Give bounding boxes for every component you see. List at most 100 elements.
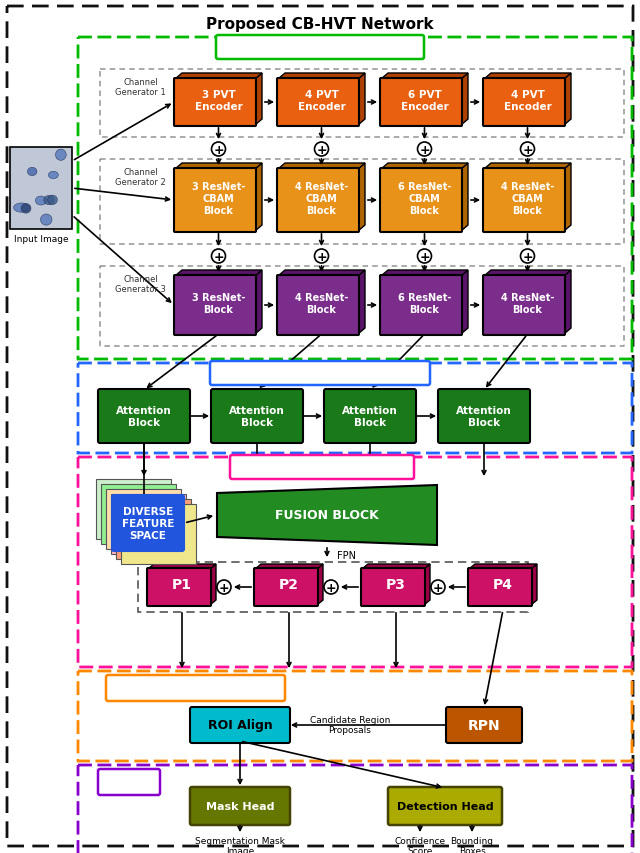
- Text: 4 ResNet-
CBAM
Block: 4 ResNet- CBAM Block: [295, 183, 348, 215]
- Circle shape: [217, 580, 231, 595]
- Text: 4 ResNet-
Block: 4 ResNet- Block: [295, 293, 348, 315]
- FancyBboxPatch shape: [446, 707, 522, 743]
- Text: 3 ResNet-
CBAM
Block: 3 ResNet- CBAM Block: [192, 183, 245, 215]
- Text: Channel Generation Module: Channel Generation Module: [234, 43, 406, 53]
- Polygon shape: [255, 164, 262, 232]
- Polygon shape: [564, 164, 571, 232]
- Text: 4 PVT
Encoder: 4 PVT Encoder: [298, 90, 346, 112]
- Polygon shape: [484, 74, 571, 80]
- Polygon shape: [461, 270, 468, 334]
- Circle shape: [417, 142, 431, 157]
- Polygon shape: [469, 565, 537, 569]
- FancyBboxPatch shape: [380, 276, 462, 335]
- FancyBboxPatch shape: [468, 568, 532, 606]
- Bar: [121, 504, 196, 565]
- Bar: [101, 485, 176, 544]
- Ellipse shape: [21, 205, 31, 214]
- FancyBboxPatch shape: [277, 276, 359, 335]
- FancyBboxPatch shape: [483, 79, 565, 127]
- Text: 6 ResNet-
CBAM
Block: 6 ResNet- CBAM Block: [398, 183, 451, 215]
- Polygon shape: [175, 164, 262, 170]
- FancyBboxPatch shape: [174, 79, 256, 127]
- Text: Channel
Generator 2: Channel Generator 2: [115, 168, 166, 187]
- Polygon shape: [255, 565, 323, 569]
- FancyBboxPatch shape: [483, 276, 565, 335]
- Polygon shape: [317, 565, 323, 606]
- Ellipse shape: [49, 172, 58, 179]
- Polygon shape: [484, 270, 571, 276]
- Circle shape: [324, 580, 338, 595]
- Ellipse shape: [40, 215, 52, 226]
- Polygon shape: [358, 74, 365, 126]
- Text: +: +: [433, 581, 444, 595]
- FancyBboxPatch shape: [216, 36, 424, 60]
- Circle shape: [314, 250, 328, 264]
- Text: P1: P1: [172, 577, 192, 592]
- Text: +: +: [316, 251, 327, 264]
- FancyBboxPatch shape: [147, 568, 211, 606]
- Text: FPN: FPN: [337, 550, 356, 560]
- Text: Channel
Generator 3: Channel Generator 3: [115, 275, 166, 294]
- Text: Attention
Block: Attention Block: [116, 406, 172, 427]
- Polygon shape: [424, 565, 430, 606]
- Text: Candidate Region: Candidate Region: [310, 716, 390, 725]
- Circle shape: [211, 142, 225, 157]
- Polygon shape: [461, 164, 468, 232]
- Ellipse shape: [13, 204, 29, 213]
- FancyBboxPatch shape: [112, 496, 184, 551]
- Polygon shape: [278, 164, 365, 170]
- Text: +: +: [522, 251, 533, 264]
- Text: +: +: [213, 251, 224, 264]
- Circle shape: [431, 580, 445, 595]
- Polygon shape: [358, 164, 365, 232]
- Polygon shape: [531, 565, 537, 606]
- FancyBboxPatch shape: [388, 787, 502, 825]
- Bar: [106, 490, 181, 549]
- FancyBboxPatch shape: [98, 769, 160, 795]
- FancyBboxPatch shape: [277, 169, 359, 233]
- Text: Detection Head: Detection Head: [397, 801, 493, 811]
- Polygon shape: [564, 270, 571, 334]
- Polygon shape: [255, 74, 262, 126]
- Text: Channel
Generator 1: Channel Generator 1: [115, 78, 166, 97]
- Polygon shape: [484, 164, 571, 170]
- Polygon shape: [362, 565, 430, 569]
- Polygon shape: [381, 270, 468, 276]
- FancyBboxPatch shape: [174, 169, 256, 233]
- Text: P4: P4: [493, 577, 513, 592]
- Text: Bounding: Bounding: [451, 837, 493, 845]
- FancyBboxPatch shape: [380, 79, 462, 127]
- Text: Proposals: Proposals: [328, 726, 371, 734]
- Text: Attention
Block: Attention Block: [342, 406, 398, 427]
- FancyBboxPatch shape: [190, 707, 290, 743]
- FancyBboxPatch shape: [230, 456, 414, 479]
- Text: Channel Merging Module: Channel Merging Module: [244, 462, 399, 473]
- Text: Confidence: Confidence: [394, 837, 445, 845]
- Polygon shape: [210, 565, 216, 606]
- Polygon shape: [255, 270, 262, 334]
- FancyBboxPatch shape: [174, 276, 256, 335]
- Polygon shape: [175, 74, 262, 80]
- Polygon shape: [278, 270, 365, 276]
- Polygon shape: [564, 74, 571, 126]
- Text: Attention
Block: Attention Block: [229, 406, 285, 427]
- Polygon shape: [175, 270, 262, 276]
- Bar: [96, 479, 171, 539]
- Text: Input Image: Input Image: [13, 235, 68, 243]
- Text: 6 PVT
Encoder: 6 PVT Encoder: [401, 90, 449, 112]
- Text: 3 PVT
Encoder: 3 PVT Encoder: [195, 90, 243, 112]
- Circle shape: [417, 250, 431, 264]
- Text: 4 PVT
Encoder: 4 PVT Encoder: [504, 90, 552, 112]
- FancyBboxPatch shape: [380, 169, 462, 233]
- Text: 4 ResNet-
Block: 4 ResNet- Block: [501, 293, 554, 315]
- Circle shape: [314, 142, 328, 157]
- Text: +: +: [316, 144, 327, 157]
- Circle shape: [211, 250, 225, 264]
- FancyBboxPatch shape: [277, 79, 359, 127]
- Text: +: +: [419, 251, 430, 264]
- Ellipse shape: [47, 196, 58, 206]
- Text: Head: Head: [113, 777, 145, 787]
- Polygon shape: [381, 164, 468, 170]
- Text: Mask Head: Mask Head: [205, 801, 275, 811]
- Text: +: +: [213, 144, 224, 157]
